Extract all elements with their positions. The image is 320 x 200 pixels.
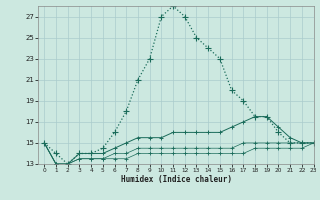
X-axis label: Humidex (Indice chaleur): Humidex (Indice chaleur) bbox=[121, 175, 231, 184]
